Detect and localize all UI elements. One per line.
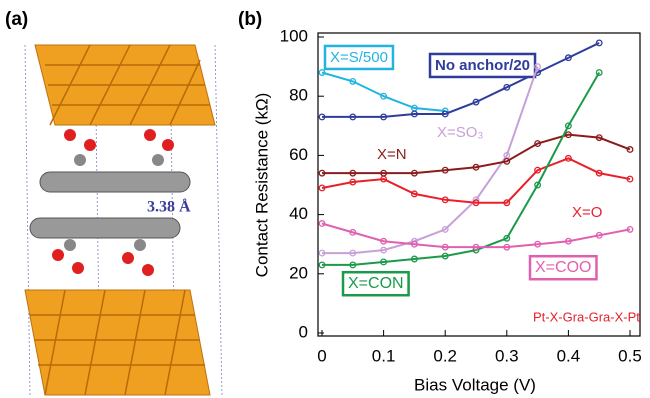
y-tick-label: 20 [289, 263, 308, 282]
x-tick-label: 0.3 [495, 346, 519, 365]
distance-label: 3.38 Å [147, 198, 191, 216]
y-tick-label: 100 [280, 26, 308, 45]
figure: (a) 3.38 Å (b) Bias Voltage (V) Contact … [0, 0, 650, 398]
series-line [322, 73, 445, 111]
x-tick-label: 0.1 [372, 346, 396, 365]
y-axis-title: Contact Resistance (kΩ) [252, 93, 271, 278]
series-label: No anchor/20 [435, 57, 530, 74]
x-tick-label: 0.4 [557, 346, 581, 365]
series-label: X=S/500 [330, 49, 388, 66]
y-tick-label: 60 [289, 145, 308, 164]
series [319, 64, 540, 256]
series-line [322, 223, 630, 247]
panel-label: (b) [238, 9, 262, 30]
series [319, 70, 448, 114]
x-tick-label: 0.2 [433, 346, 457, 365]
series [319, 221, 633, 250]
x-axis-title: Bias Voltage (V) [414, 375, 536, 394]
series-line [322, 67, 538, 253]
annotation: Pt-X-Gra-Gra-X-Pt [533, 309, 640, 324]
y-tick-label: 0 [299, 322, 308, 341]
series-label: X=CON [348, 275, 404, 292]
x-tick-label: 0 [317, 346, 326, 365]
x-tick-label: 0.5 [618, 346, 642, 365]
series-label: X=N [377, 146, 407, 163]
panel-label: (a) [5, 9, 28, 30]
series-label: X=O [572, 204, 602, 221]
y-tick-label: 40 [289, 204, 308, 223]
y-tick-label: 80 [289, 86, 308, 105]
series-label: X=SO₃ [437, 124, 484, 141]
structure-image [25, 45, 222, 395]
series-label: X=COO [535, 259, 591, 276]
